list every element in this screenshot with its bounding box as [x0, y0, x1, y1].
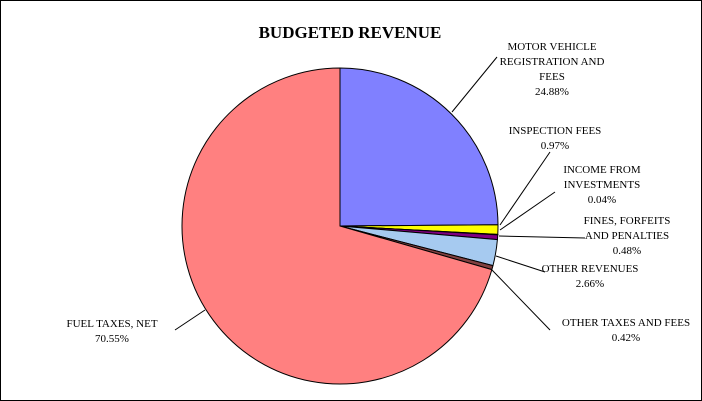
label-line: FEES — [539, 71, 565, 83]
slice-labels: MOTOR VEHICLE REGISTRATION AND FEES 24.88% I… — [66, 41, 690, 345]
leader-lines — [174, 56, 586, 331]
label-line: OTHER TAXES AND FEES — [562, 317, 690, 329]
label-other-revenues: OTHER REVENUES 2.66% — [542, 263, 639, 290]
percent-label: 2.66% — [576, 278, 604, 290]
percent-label: 0.42% — [612, 332, 640, 344]
label-inspection-fees: INSPECTION FEES 0.97% — [509, 125, 602, 152]
leader-fuel-taxes-net — [174, 309, 206, 331]
percent-label: 0.04% — [588, 194, 616, 206]
label-line: AND PENALTIES — [585, 230, 669, 242]
chart-title: BUDGETED REVENUE — [259, 23, 442, 42]
leader-other-revenues — [495, 255, 546, 273]
label-line: MOTOR VEHICLE — [507, 41, 596, 53]
percent-label: 0.97% — [541, 140, 569, 152]
percent-label: 24.88% — [535, 86, 569, 98]
leader-other-taxes-and-fees — [491, 269, 551, 331]
label-income-from-investments: INCOME FROM INVESTMENTS 0.04% — [563, 164, 641, 206]
leader-inspection-fees — [499, 151, 551, 226]
pie-slices — [181, 67, 499, 385]
label-line: INCOME FROM — [563, 164, 641, 176]
leader-income-from-investments — [499, 191, 556, 231]
label-line: FUEL TAXES, NET — [66, 318, 157, 330]
label-motor-vehicle-registration-and-fees: MOTOR VEHICLE REGISTRATION AND FEES 24.88% — [500, 41, 605, 98]
leader-motor-vehicle-registration-and-fees — [451, 56, 498, 113]
leader-fines-forfeits-and-penalties — [498, 235, 586, 239]
label-other-taxes-and-fees: OTHER TAXES AND FEES 0.42% — [562, 317, 690, 344]
percent-label: 0.48% — [613, 245, 641, 257]
label-line: OTHER REVENUES — [542, 263, 639, 275]
label-fines-forfeits-and-penalties: FINES, FORFEITS AND PENALTIES 0.48% — [584, 215, 671, 257]
slice-motor-vehicle-registration-and-fees — [339, 67, 499, 227]
label-line: INSPECTION FEES — [509, 125, 602, 137]
label-line: FINES, FORFEITS — [584, 215, 671, 227]
slice-fuel-taxes-net — [181, 67, 493, 385]
percent-label: 70.55% — [95, 333, 129, 345]
label-fuel-taxes-net: FUEL TAXES, NET 70.55% — [66, 318, 157, 345]
label-line: INVESTMENTS — [564, 179, 640, 191]
label-line: REGISTRATION AND — [500, 56, 605, 68]
